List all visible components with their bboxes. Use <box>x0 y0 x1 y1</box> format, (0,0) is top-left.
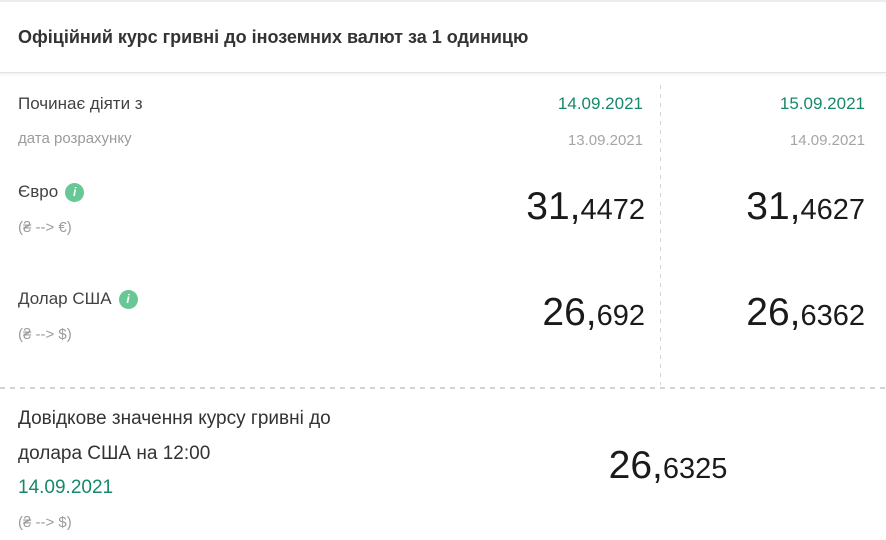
vertical-dashed-divider <box>660 85 661 385</box>
info-icon[interactable]: i <box>65 182 85 202</box>
rate-value-main: 31, <box>526 185 581 228</box>
eur-rate-2: 31, 4627 <box>660 168 886 278</box>
reference-section: Довідкове значення курсу гривні до долар… <box>0 389 886 540</box>
currency-row-usd: Долар США i (₴ --> $) 26, 692 26, 6362 <box>0 278 886 387</box>
effective-date-1: 14.09.2021 <box>557 94 643 113</box>
rate-value-frac: 692 <box>596 300 645 332</box>
effective-date-2: 15.09.2021 <box>779 94 865 113</box>
rate-value-main: 26, <box>746 291 801 334</box>
page-title: Офіційний курс гривні до іноземних валют… <box>18 26 529 47</box>
usd-label-cell: Долар США i (₴ --> $) <box>0 278 440 387</box>
date-column-1: 14.09.2021 13.09.2021 <box>440 73 660 168</box>
eur-label-cell: Євро i (₴ --> €) <box>0 168 440 278</box>
rate-value-main: 26, <box>542 291 597 334</box>
usd-rate-1: 26, 692 <box>440 278 660 387</box>
dates-row: Починає діяти з дата розрахунку 14.09.20… <box>0 73 886 168</box>
rate-value-main: 31, <box>746 185 801 228</box>
calc-date-2: 14.09.2021 <box>789 132 865 149</box>
reference-pair-label: (₴ --> $) <box>18 514 72 531</box>
reference-title-line1: Довідкове значення курсу гривні до <box>18 408 331 429</box>
reference-title-line2: долара США на 12:00 <box>18 443 211 464</box>
eur-currency-name: Євро <box>18 182 59 201</box>
date-column-2: 15.09.2021 14.09.2021 <box>660 73 886 168</box>
currency-row-eur: Євро i (₴ --> €) 31, 4472 31, 4627 <box>0 168 886 278</box>
reference-date: 14.09.2021 <box>18 477 114 498</box>
reference-labels: Довідкове значення курсу гривні до долар… <box>0 389 450 540</box>
usd-currency-name: Долар США <box>18 289 112 308</box>
horizontal-dashed-divider <box>0 387 886 389</box>
usd-rate-2: 26, 6362 <box>660 278 886 387</box>
usd-pair-label: (₴ --> $) <box>18 326 72 343</box>
eur-pair-label: (₴ --> €) <box>18 219 72 236</box>
rate-value-frac: 6325 <box>662 453 728 485</box>
rates-table: Починає діяти з дата розрахунку 14.09.20… <box>0 73 886 387</box>
card-header: Офіційний курс гривні до іноземних валют… <box>0 2 886 73</box>
info-icon[interactable]: i <box>118 289 138 309</box>
effective-from-label: Починає діяти з <box>18 94 143 113</box>
rate-value-frac: 4627 <box>800 194 865 226</box>
calc-date-1: 13.09.2021 <box>567 132 643 149</box>
eur-rate-1: 31, 4472 <box>440 168 660 278</box>
rate-value-frac: 4472 <box>580 194 645 226</box>
reference-rate-value: 26, 6325 <box>450 389 886 540</box>
dates-row-labels: Починає діяти з дата розрахунку <box>0 73 440 168</box>
rate-value-frac: 6362 <box>800 300 865 332</box>
calc-date-label: дата розрахунку <box>18 130 132 147</box>
rate-value-main: 26, <box>608 444 663 487</box>
